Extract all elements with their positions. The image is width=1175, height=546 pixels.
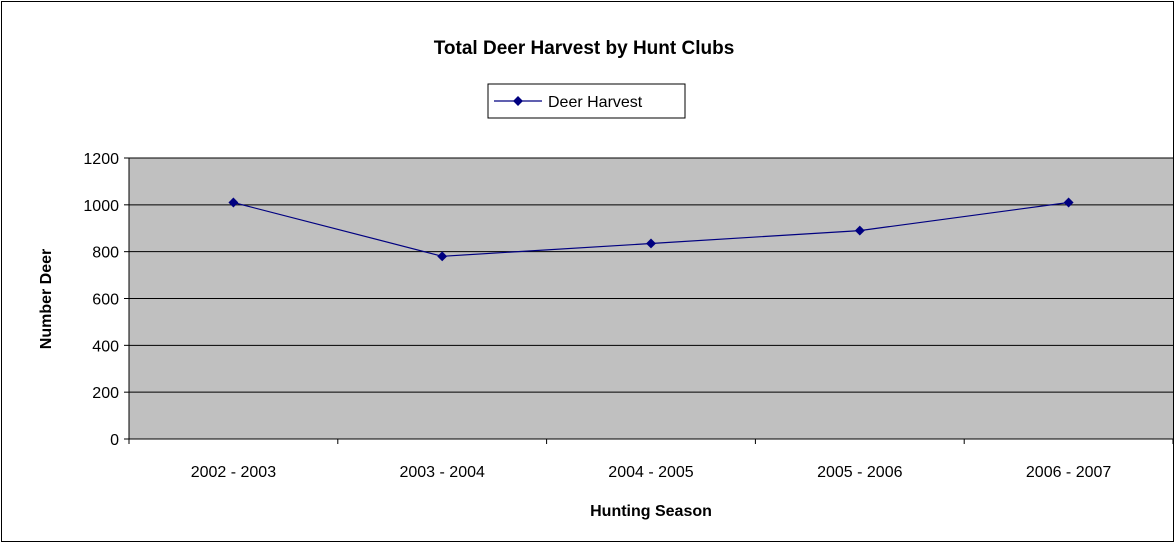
y-tick-label: 400 [92, 338, 119, 355]
x-tick-label: 2004 - 2005 [608, 464, 694, 481]
y-axis-title: Number Deer [38, 249, 55, 349]
legend-diamond-marker [513, 96, 523, 106]
legend: Deer Harvest [487, 83, 686, 119]
data-point [1063, 197, 1074, 208]
x-tick-labels: 2002 - 2003 2003 - 2004 2004 - 2005 2005 - … [191, 464, 1112, 481]
gridlines [129, 157, 1173, 393]
data-point [228, 197, 239, 208]
data-point [646, 238, 656, 249]
y-tick-label: 0 [110, 432, 119, 449]
data-point [437, 251, 448, 262]
x-tick-label: 2003 - 2004 [399, 464, 485, 481]
axes [124, 157, 1174, 444]
series-deer-harvest [228, 197, 1074, 262]
x-tick-label: 2005 - 2006 [817, 464, 903, 481]
y-tick-label: 1000 [83, 198, 119, 215]
x-tick-label: 2002 - 2003 [191, 464, 277, 481]
legend-label: Deer Harvest [548, 94, 643, 111]
x-tick-label: 2006 - 2007 [1026, 464, 1112, 481]
chart-title: Total Deer Harvest by Hunt Clubs [434, 38, 735, 59]
y-tick-label: 1200 [83, 151, 119, 168]
y-tick-labels: 0 200 400 600 800 1000 1200 [83, 151, 119, 449]
y-tick-label: 600 [92, 292, 119, 309]
y-tick-label: 200 [92, 385, 119, 402]
data-point [854, 225, 865, 236]
y-tick-label: 800 [92, 245, 119, 262]
x-axis-title: Hunting Season [590, 503, 712, 520]
